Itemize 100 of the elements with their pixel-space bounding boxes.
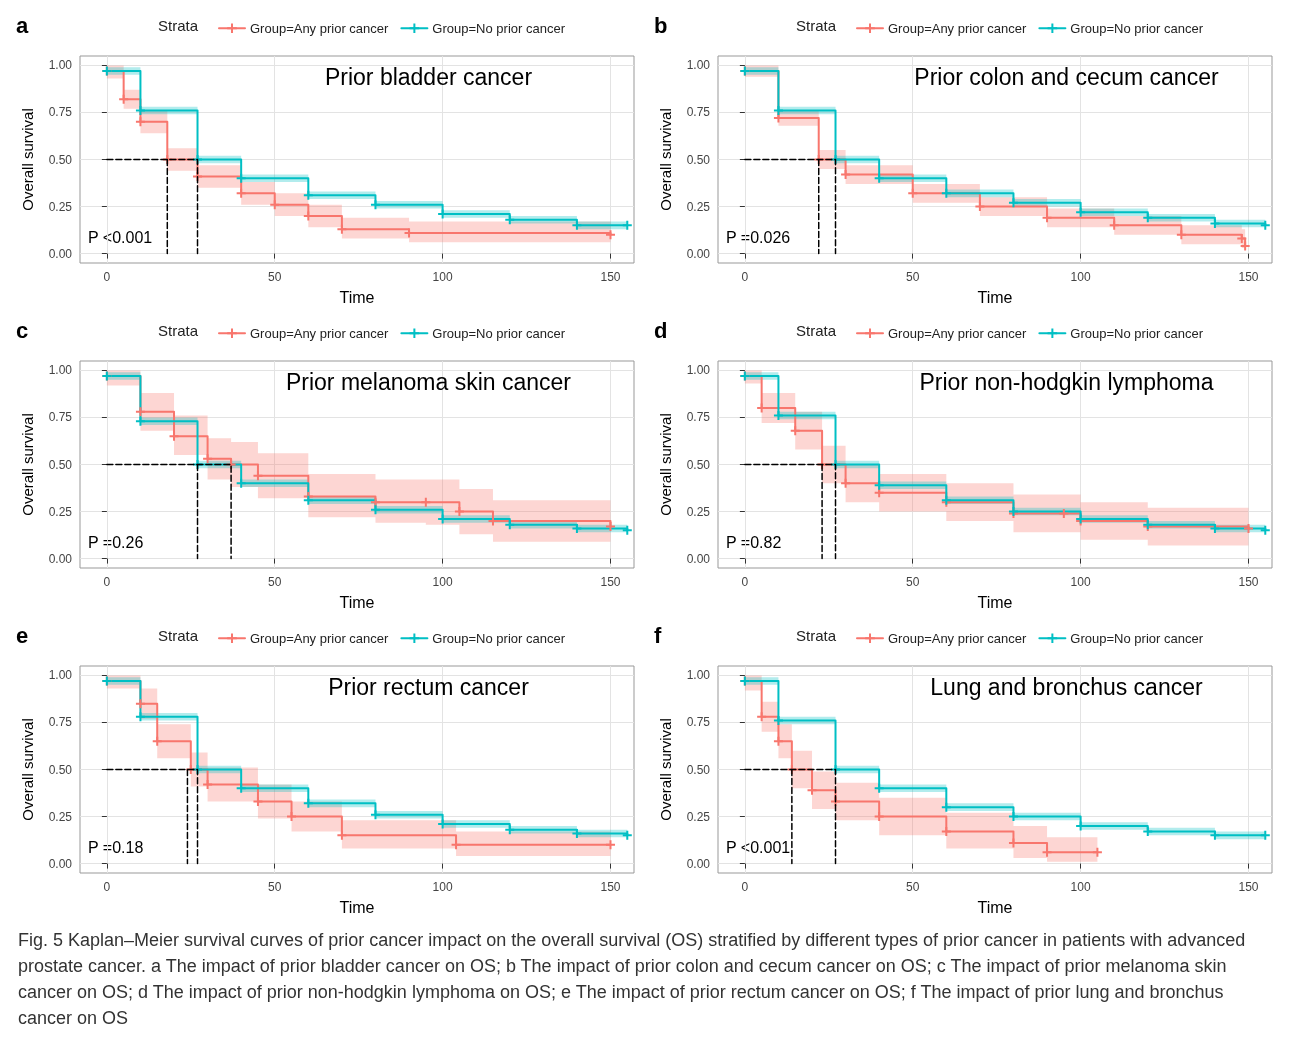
- y-axis-title: Overall survival: [657, 718, 674, 821]
- y-tick-label: 0.75: [48, 715, 73, 730]
- legend-title: Strata: [158, 322, 199, 339]
- y-tick-label: 0.00: [48, 551, 73, 566]
- x-tick-label: 50: [906, 575, 920, 589]
- annotation: P <0.001: [726, 838, 791, 856]
- x-tick-label: 50: [268, 575, 282, 589]
- annotation: P <0.001: [88, 228, 153, 246]
- x-tick-label: 100: [1070, 575, 1091, 589]
- y-tick-label: 0.75: [686, 410, 711, 425]
- x-tick-label: 0: [103, 575, 111, 589]
- legend-title: Strata: [796, 322, 837, 339]
- y-tick-label: 0.75: [686, 715, 711, 730]
- y-tick-label: 0.75: [686, 105, 711, 120]
- y-tick-label: 0.75: [48, 105, 73, 120]
- legend-label: Group=Any prior cancer: [250, 20, 390, 36]
- chart-title: Prior rectum cancer: [328, 673, 530, 700]
- x-tick-label: 50: [268, 880, 282, 894]
- annotation: P =0.82: [726, 533, 782, 551]
- x-tick-label: 100: [1070, 270, 1091, 284]
- x-tick-label: 50: [906, 270, 920, 284]
- legend-title: Strata: [158, 17, 199, 34]
- x-tick-label: 0: [741, 880, 749, 894]
- text: b: [654, 12, 668, 38]
- y-tick-label: 1.00: [48, 363, 73, 378]
- x-tick-label: 100: [432, 270, 453, 284]
- y-tick-label: 0.50: [48, 457, 73, 472]
- y-tick-label: 0.00: [48, 856, 73, 871]
- x-tick-label: 150: [1238, 270, 1259, 284]
- chart-title: Prior melanoma skin cancer: [285, 368, 572, 395]
- y-tick-label: 1.00: [48, 58, 73, 73]
- x-tick-label: 150: [600, 575, 621, 589]
- y-tick-label: 0.25: [48, 809, 73, 824]
- text: d: [654, 317, 668, 343]
- y-tick-label: 0.50: [48, 762, 73, 777]
- legend-label: Group=No prior cancer: [432, 325, 566, 341]
- caption: Fig. 5 Kaplan–Meier survival curves of prior cancer impact on the overall survival (OS) stratified by different types of prior cancer in patients with advanced prostate cancer. a The impact of prior bladder cancer on OS; b The impact of prior colon and cecum cancer on OS; c The impact of prior melanoma skin cancer on OS; d The impact of prior non-hodgkin lymphoma on OS; e The impact of prior rectum cancer on OS; f The impact of prior lung and bronchus cancer on OS: [18, 929, 1247, 1030]
- text: c: [16, 317, 29, 343]
- y-tick-label: 0.50: [48, 152, 73, 167]
- x-tick-label: 100: [432, 880, 453, 894]
- y-tick-label: 0.00: [686, 856, 711, 871]
- x-tick-label: 50: [906, 880, 920, 894]
- y-axis-title: Overall survival: [657, 108, 674, 211]
- legend-label: Group=No prior cancer: [432, 20, 566, 36]
- legend-label: Group=Any prior cancer: [888, 630, 1028, 646]
- x-tick-label: 50: [268, 270, 282, 284]
- legend-label: Group=Any prior cancer: [250, 325, 390, 341]
- x-tick-label: 150: [600, 880, 621, 894]
- y-tick-label: 0.25: [48, 199, 73, 214]
- x-tick-label: 150: [1238, 575, 1259, 589]
- y-tick-label: 1.00: [48, 668, 73, 683]
- y-tick-label: 0.25: [686, 504, 711, 519]
- annotation: P =0.18: [88, 838, 144, 856]
- chart-title: Prior non-hodgkin lymphoma: [919, 368, 1214, 395]
- y-tick-label: 0.50: [686, 152, 711, 167]
- x-axis-title: Time: [339, 288, 375, 306]
- x-tick-label: 150: [600, 270, 621, 284]
- legend-label: Group=Any prior cancer: [888, 325, 1028, 341]
- y-tick-label: 0.25: [48, 504, 73, 519]
- y-tick-label: 1.00: [686, 668, 711, 683]
- legend-title: Strata: [796, 17, 837, 34]
- x-tick-label: 0: [741, 270, 749, 284]
- chart-title: Lung and bronchus cancer: [930, 673, 1203, 700]
- y-axis-title: Overall survival: [19, 413, 36, 516]
- y-tick-label: 0.25: [686, 809, 711, 824]
- x-axis-title: Time: [339, 593, 375, 611]
- y-axis-title: Overall survival: [657, 413, 674, 516]
- legend-title: Strata: [158, 627, 199, 644]
- x-tick-label: 0: [103, 270, 111, 284]
- x-axis-title: Time: [339, 898, 375, 916]
- legend-label: Group=No prior cancer: [1070, 325, 1204, 341]
- legend-label: Group=No prior cancer: [1070, 630, 1204, 646]
- annotation: P =0.26: [88, 533, 144, 551]
- x-tick-label: 0: [741, 575, 749, 589]
- x-axis-title: Time: [977, 898, 1013, 916]
- y-tick-label: 0.00: [686, 246, 711, 261]
- x-tick-label: 0: [103, 880, 111, 894]
- x-tick-label: 100: [1070, 880, 1091, 894]
- y-tick-label: 0.75: [48, 410, 73, 425]
- y-tick-label: 0.50: [686, 762, 711, 777]
- annotation: P =0.026: [726, 228, 791, 246]
- legend-label: Group=Any prior cancer: [888, 20, 1028, 36]
- y-tick-label: 0.00: [686, 551, 711, 566]
- legend-label: Group=No prior cancer: [432, 630, 566, 646]
- text: e: [16, 622, 29, 648]
- y-tick-label: 1.00: [686, 363, 711, 378]
- y-tick-label: 0.50: [686, 457, 711, 472]
- legend-label: Group=Any prior cancer: [250, 630, 390, 646]
- x-tick-label: 150: [1238, 880, 1259, 894]
- x-axis-title: Time: [977, 593, 1013, 611]
- text: a: [16, 12, 29, 38]
- legend-label: Group=No prior cancer: [1070, 20, 1204, 36]
- chart-title: Prior colon and cecum cancer: [914, 63, 1219, 90]
- y-tick-label: 0.25: [686, 199, 711, 214]
- y-tick-label: 0.00: [48, 246, 73, 261]
- text: f: [654, 622, 662, 648]
- y-axis-title: Overall survival: [19, 108, 36, 211]
- y-axis-title: Overall survival: [19, 718, 36, 821]
- x-axis-title: Time: [977, 288, 1013, 306]
- x-tick-label: 100: [432, 575, 453, 589]
